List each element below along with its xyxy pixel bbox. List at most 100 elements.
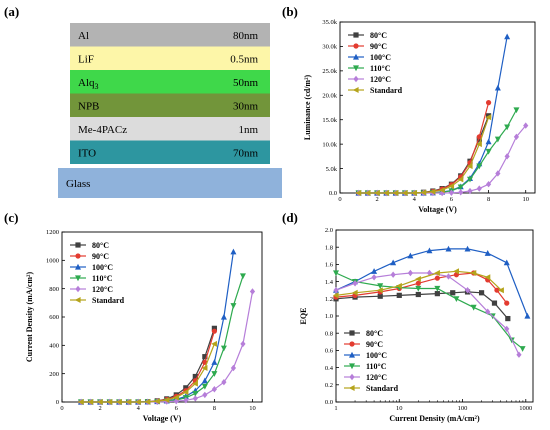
data-point [353, 43, 359, 49]
data-point [494, 287, 500, 293]
data-point [464, 287, 471, 294]
data-point [470, 270, 477, 276]
data-point [467, 187, 473, 195]
x-tick-label: 4 [137, 405, 141, 412]
layer-al [70, 23, 270, 47]
data-point [415, 276, 421, 283]
data-point [211, 359, 218, 365]
legend-label: 90°C [92, 252, 109, 261]
data-point [87, 399, 94, 405]
data-point [494, 84, 501, 91]
y-tick-label: 0.8 [325, 330, 333, 337]
legend-label: 100°C [366, 351, 387, 360]
data-point [504, 153, 510, 160]
data-point [377, 293, 383, 299]
data-point [192, 395, 198, 402]
data-point [494, 136, 501, 143]
series-standard [332, 268, 504, 299]
data-point [484, 250, 491, 256]
data-point [75, 285, 81, 293]
data-point [513, 133, 520, 141]
y-tick-label: 35.0k [322, 19, 337, 26]
device-stack-diagram: Al 80nm LiF 0.5nm Alq3 50nm NPB 30nm Me-4PACz 1nm… [58, 23, 282, 198]
data-point [411, 190, 417, 196]
y-tick-label: 15.0k [322, 117, 337, 124]
data-point [201, 365, 208, 371]
legend-label: Standard [366, 384, 399, 393]
data-point [349, 363, 355, 370]
data-point [220, 313, 227, 320]
data-point [96, 399, 103, 405]
data-point [415, 291, 421, 298]
data-point [371, 274, 377, 281]
data-point [75, 242, 81, 248]
data-point [154, 398, 160, 405]
data-point [485, 308, 491, 315]
y-tick-label: 1.2 [325, 296, 333, 303]
y-tick-label: 10.0k [322, 141, 337, 148]
data-point [364, 190, 371, 196]
data-point [144, 398, 151, 405]
y-axis-label: Current Density (mA/cm²) [25, 272, 34, 363]
data-point [504, 325, 510, 333]
data-point [503, 259, 510, 266]
legend: 80°C 90°C 100°C 110°C 120°C Standard [344, 329, 399, 393]
legend-label: 110°C [366, 362, 387, 371]
layer-thickness: 1nm [238, 124, 258, 136]
data-point [183, 385, 189, 391]
legend-label: 80°C [366, 329, 383, 338]
data-point [450, 290, 456, 296]
layer-thickness: 50nm [233, 77, 259, 89]
data-point [426, 247, 433, 254]
data-point [192, 373, 198, 380]
x-tick-label: 100 [458, 405, 468, 412]
data-point [415, 285, 422, 292]
data-point [458, 189, 464, 196]
data-point [182, 389, 189, 396]
panel-label-a: (a) [4, 4, 19, 19]
data-point [249, 288, 256, 295]
layer-lif [70, 46, 270, 70]
data-point [453, 296, 460, 302]
layer-me-4pacz [70, 117, 270, 141]
legend-label: 80°C [92, 241, 109, 250]
data-point [445, 273, 452, 280]
series-standard [77, 340, 217, 405]
y-axis-label: Luminance (cd/m²) [303, 75, 312, 141]
eqe-current-density-chart: 0.0 0.2 0.4 0.6 0.8 1.0 1.2 1.4 1.6 1.8 2.0 1 10 100 1… [299, 227, 534, 423]
data-point [524, 312, 531, 319]
layer-thickness: 80nm [233, 30, 259, 42]
data-point [211, 340, 217, 347]
data-point [516, 351, 522, 358]
legend-label: 120°C [366, 373, 387, 382]
series-110-c [333, 270, 526, 352]
series-100-c [333, 245, 531, 319]
x-tick-label: 10 [522, 196, 529, 203]
data-point [491, 300, 498, 306]
series-110-c [355, 107, 520, 197]
y-axis-label: EQE [299, 308, 308, 325]
layer-name: NPB [78, 100, 99, 112]
data-point [485, 181, 492, 188]
series-line [335, 270, 502, 296]
data-point [201, 383, 208, 390]
layer-alq3 [70, 70, 270, 94]
data-point [457, 176, 464, 183]
x-tick-label: 1000 [519, 405, 532, 412]
data-point [429, 188, 436, 195]
data-point [445, 245, 452, 252]
data-point [478, 290, 485, 296]
layer-thickness: 30nm [233, 100, 259, 112]
y-tick-label: 1.8 [325, 244, 333, 251]
y-tick-label: 0 [56, 399, 59, 406]
data-point [192, 390, 199, 397]
layer-glass [58, 168, 282, 198]
legend-label: Standard [370, 86, 403, 95]
data-point [352, 87, 359, 93]
legend-label: 110°C [92, 274, 113, 283]
data-point [476, 141, 482, 148]
data-point [351, 289, 358, 296]
data-point [448, 183, 455, 190]
data-point [401, 190, 408, 196]
